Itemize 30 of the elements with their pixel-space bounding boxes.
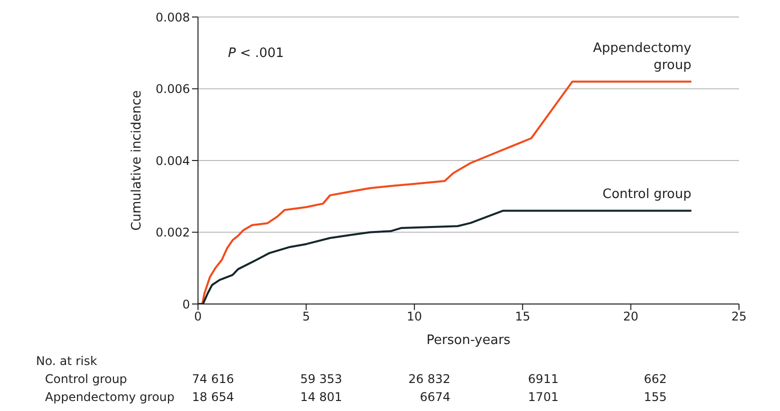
x-axis-title: Person-years bbox=[426, 333, 511, 348]
y-tick-label: 0.002 bbox=[156, 226, 190, 240]
text: Appendectomy group bbox=[45, 390, 175, 404]
y-tick-label: 0 bbox=[182, 297, 190, 312]
text: 26 832 bbox=[407, 372, 450, 386]
text: 59 353 bbox=[299, 372, 342, 386]
text: 74 616 bbox=[191, 372, 234, 386]
x-tick-label: 20 bbox=[623, 310, 638, 324]
y-tick-label: 0.006 bbox=[156, 82, 190, 96]
text: 1701 bbox=[527, 390, 559, 404]
y-tick-label: 0.008 bbox=[156, 10, 190, 24]
x-tick-label: 0 bbox=[194, 310, 202, 324]
x-tick-label: 5 bbox=[302, 310, 310, 324]
y-axis-title: Cumulative incidence bbox=[130, 90, 145, 231]
text: 155 bbox=[642, 390, 667, 404]
text: 14 801 bbox=[299, 390, 342, 404]
text: 662 bbox=[642, 372, 667, 386]
series-label: Control group bbox=[602, 186, 692, 203]
line-series bbox=[198, 210, 692, 304]
y-tick-label: 0.004 bbox=[156, 154, 190, 168]
x-tick-label: 15 bbox=[514, 310, 530, 324]
x-tick-label: 10 bbox=[406, 310, 422, 324]
text: 18 654 bbox=[191, 390, 234, 404]
text: Control group bbox=[45, 372, 128, 386]
series-label: Appendectomy group bbox=[592, 40, 692, 74]
text: No. at risk bbox=[36, 354, 98, 368]
text: 6911 bbox=[527, 372, 559, 386]
text: 6674 bbox=[418, 390, 450, 404]
x-tick-label: 25 bbox=[731, 310, 747, 324]
annotation: P < .001 bbox=[228, 46, 284, 61]
